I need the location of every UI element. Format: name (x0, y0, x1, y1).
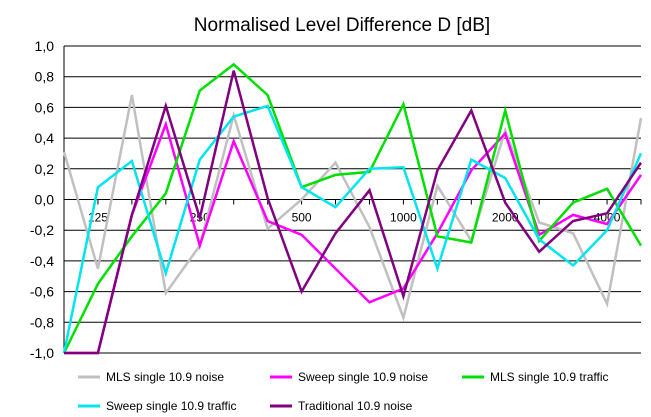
legend: MLS single 10.9 noise Sweep single 10.9 n… (78, 370, 609, 413)
y-tick-label: 0,2 (35, 161, 55, 177)
legend-label: Sweep single 10.9 traffic (106, 399, 237, 413)
legend-entry: MLS single 10.9 traffic (462, 370, 609, 384)
legend-entry: Traditional 10.9 noise (270, 399, 413, 413)
y-tick-label: -0,6 (30, 284, 54, 300)
y-tick-label: 0,4 (35, 130, 55, 146)
y-axis-ticks: 1,0 0,8 0,6 0,4 0,2 0,0 -0,2 -0,4 -0,6 -0,8 -1,0 (30, 38, 54, 361)
y-tick-label: -0,4 (30, 253, 54, 269)
series-line (62, 104, 643, 354)
series-line (62, 62, 643, 354)
series-lines (62, 62, 643, 355)
x-tick-label: 1000 (390, 211, 417, 225)
y-tick-label: -0,2 (30, 222, 54, 238)
legend-entry: Sweep single 10.9 traffic (78, 399, 237, 413)
y-tick-label: -1,0 (30, 345, 54, 361)
series-line (64, 70, 643, 355)
legend-label: MLS single 10.9 noise (106, 370, 224, 384)
y-tick-label: 0,8 (35, 69, 55, 85)
legend-entry: Sweep single 10.9 noise (270, 370, 428, 384)
chart-title: Normalised Level Difference D [dB] (194, 15, 490, 36)
legend-label: Traditional 10.9 noise (298, 399, 413, 413)
legend-entry: MLS single 10.9 noise (78, 370, 224, 384)
series-line (62, 94, 643, 322)
y-tick-label: 0,6 (35, 99, 55, 115)
legend-label: Sweep single 10.9 noise (298, 370, 428, 384)
y-tick-label: -0,8 (30, 314, 54, 330)
series-line (64, 120, 643, 355)
x-tick-label: 500 (292, 211, 312, 225)
legend-label: MLS single 10.9 traffic (490, 370, 609, 384)
y-tick-label: 1,0 (35, 38, 55, 54)
y-tick-label: 0,0 (35, 192, 55, 208)
